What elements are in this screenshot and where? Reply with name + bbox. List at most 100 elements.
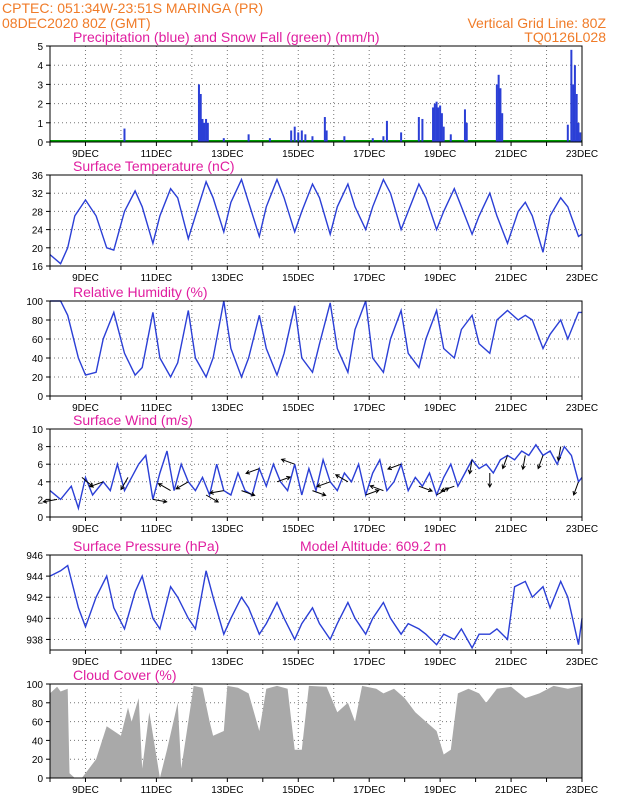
precip-bar bbox=[577, 122, 580, 142]
x-tick-label: 15DEC bbox=[282, 403, 314, 414]
precip-bar bbox=[465, 122, 468, 142]
x-tick-label: 19DEC bbox=[424, 524, 456, 535]
y-tick-label: 20 bbox=[32, 244, 44, 255]
x-tick-label: 13DEC bbox=[211, 657, 243, 668]
precip-bar bbox=[463, 109, 466, 142]
y-tick-label: 3 bbox=[37, 80, 43, 91]
wind-arrow bbox=[175, 481, 189, 490]
wind-arrow bbox=[418, 485, 433, 493]
y-tick-label: 100 bbox=[26, 297, 43, 308]
precip-bar bbox=[497, 74, 500, 142]
precip-bar bbox=[201, 118, 204, 142]
precip-bar bbox=[400, 132, 403, 142]
precip-bar bbox=[343, 136, 346, 142]
y-tick-label: 942 bbox=[26, 593, 43, 604]
x-tick-label: 19DEC bbox=[424, 149, 456, 160]
wind-arrow bbox=[312, 490, 327, 497]
x-tick-label: 11DEC bbox=[141, 657, 173, 668]
y-tick-label: 8 bbox=[37, 443, 43, 454]
panel-frame bbox=[49, 683, 583, 779]
station-line: CPTEC: 051:34W-23:51S MARINGA (PR) bbox=[2, 0, 263, 16]
wind-arrow bbox=[316, 481, 331, 488]
series-line bbox=[49, 443, 583, 511]
x-tick-label: 19DEC bbox=[424, 403, 456, 414]
precip-bar bbox=[437, 107, 440, 142]
y-tick-label: 32 bbox=[32, 189, 44, 200]
y-tick-label: 20 bbox=[32, 373, 44, 384]
precip-bar bbox=[435, 101, 438, 142]
precip-bar bbox=[566, 124, 569, 142]
x-tick-label: 17DEC bbox=[353, 273, 385, 284]
wind-arrow bbox=[501, 455, 508, 470]
wind-arrow bbox=[157, 483, 171, 492]
x-tick-label: 23DEC bbox=[566, 403, 598, 414]
y-tick-label: 20 bbox=[32, 755, 44, 766]
x-tick-label: 15DEC bbox=[282, 657, 314, 668]
wind-arrow bbox=[386, 463, 402, 471]
wind-arrow bbox=[89, 481, 104, 488]
y-tick-label: 0 bbox=[37, 392, 43, 403]
cloud-area bbox=[50, 685, 582, 778]
run-code: TQ0126L028 bbox=[524, 29, 606, 45]
x-tick-label: 21DEC bbox=[495, 149, 527, 160]
precip-bar bbox=[247, 134, 250, 142]
x-tick-label: 21DEC bbox=[495, 785, 527, 796]
precip-bar bbox=[499, 88, 502, 142]
x-tick-label: 11DEC bbox=[141, 403, 173, 414]
y-tick-label: 80 bbox=[32, 316, 44, 327]
precip-bar bbox=[293, 126, 296, 142]
x-tick-label: 19DEC bbox=[424, 273, 456, 284]
y-tick-label: 16 bbox=[32, 262, 44, 273]
wind-arrow bbox=[280, 458, 295, 465]
precip-bar bbox=[579, 132, 582, 142]
series-line bbox=[49, 177, 583, 265]
y-tick-label: 0 bbox=[37, 138, 43, 149]
x-tick-label: 21DEC bbox=[495, 657, 527, 668]
wind-arrow bbox=[537, 455, 544, 470]
wind-arrow bbox=[334, 474, 349, 483]
panel-title: Cloud Cover (%) bbox=[73, 667, 176, 683]
x-tick-label: 23DEC bbox=[566, 785, 598, 796]
panel-5: Surface Pressure (hPa) Model Altitude: 60… bbox=[26, 538, 598, 668]
x-tick-label: 17DEC bbox=[353, 403, 385, 414]
x-tick-label: 13DEC bbox=[211, 149, 243, 160]
y-tick-label: 2 bbox=[37, 100, 43, 111]
precip-bar bbox=[199, 94, 202, 142]
precip-bar bbox=[311, 136, 314, 142]
precip-bar bbox=[197, 84, 200, 142]
precip-bar bbox=[222, 138, 225, 142]
x-tick-label: 9DEC bbox=[72, 403, 99, 414]
x-tick-label: 11DEC bbox=[141, 149, 173, 160]
precip-bar bbox=[304, 134, 307, 142]
wind-arrow bbox=[487, 473, 493, 489]
precip-bar bbox=[417, 117, 420, 142]
panel-1: Precipitation (blue) and Snow Fall (gree… bbox=[37, 29, 598, 160]
y-tick-label: 2 bbox=[37, 495, 43, 506]
x-tick-label: 9DEC bbox=[72, 524, 99, 535]
x-tick-label: 17DEC bbox=[353, 785, 385, 796]
wind-arrow bbox=[365, 489, 380, 496]
x-tick-label: 9DEC bbox=[72, 657, 99, 668]
series-line bbox=[50, 300, 582, 380]
wind-arrow bbox=[208, 490, 224, 495]
wind-arrow bbox=[369, 484, 384, 492]
x-tick-label: 17DEC bbox=[353, 657, 385, 668]
y-tick-label: 60 bbox=[32, 335, 44, 346]
y-tick-label: 60 bbox=[32, 718, 44, 729]
wind-arrow bbox=[120, 477, 129, 491]
y-tick-label: 1 bbox=[37, 119, 43, 130]
precip-bar bbox=[268, 138, 271, 142]
wind-arrow bbox=[205, 494, 220, 503]
y-tick-label: 36 bbox=[32, 171, 44, 182]
y-tick-label: 28 bbox=[32, 207, 44, 218]
y-tick-label: 940 bbox=[26, 614, 43, 625]
y-tick-label: 40 bbox=[32, 736, 44, 747]
x-tick-label: 23DEC bbox=[566, 149, 598, 160]
series-line bbox=[49, 564, 583, 650]
y-tick-label: 946 bbox=[26, 551, 43, 562]
precip-bar bbox=[495, 84, 498, 142]
panel-title: Precipitation (blue) and Snow Fall (gree… bbox=[73, 29, 380, 45]
precip-bar bbox=[323, 117, 326, 142]
x-tick-label: 13DEC bbox=[211, 524, 243, 535]
